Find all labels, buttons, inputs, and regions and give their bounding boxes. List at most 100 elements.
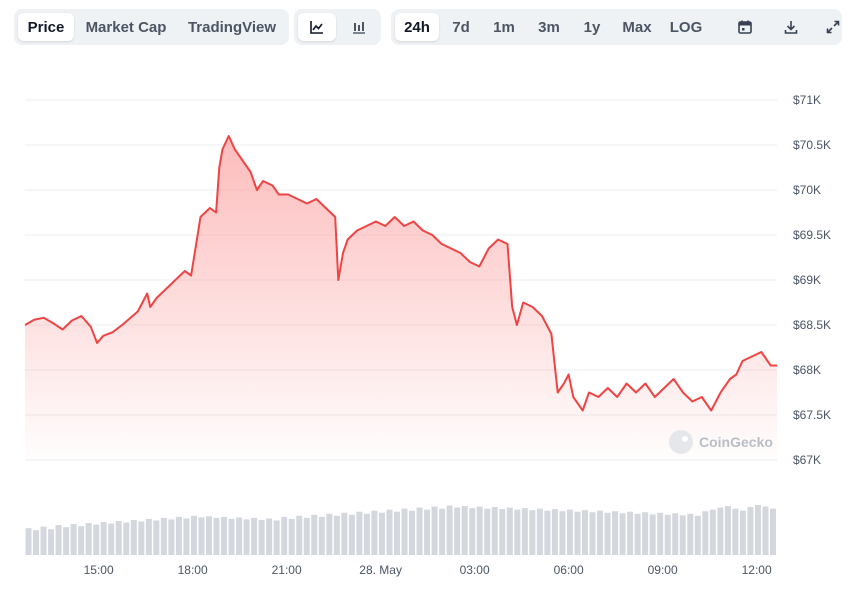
volume-bar xyxy=(769,508,776,555)
volume-bar xyxy=(559,511,566,555)
volume-bar xyxy=(115,520,122,555)
volume-bar xyxy=(491,507,498,555)
volume-bar xyxy=(130,519,137,555)
volume-bar xyxy=(85,523,92,555)
volume-bar xyxy=(70,524,77,555)
volume-bar xyxy=(168,519,175,555)
line-chart-icon xyxy=(310,21,323,34)
download-button[interactable] xyxy=(774,13,808,41)
volume-bar xyxy=(123,522,130,555)
range-1y[interactable]: 1y xyxy=(583,18,601,36)
volume-bar xyxy=(694,515,701,555)
range-1m[interactable]: 1m xyxy=(493,18,515,36)
volume-bar xyxy=(55,525,62,555)
range-7d[interactable]: 7d xyxy=(452,18,470,36)
x-tick-label: 06:00 xyxy=(554,563,584,577)
volume-bar xyxy=(574,511,581,555)
volume-bar xyxy=(604,512,611,555)
log-scale-toggle[interactable]: LOG xyxy=(669,18,703,36)
volume-bar xyxy=(544,510,551,555)
x-tick-label: 09:00 xyxy=(648,563,678,577)
volume-bar xyxy=(175,516,182,555)
tab-market-cap[interactable]: Market Cap xyxy=(85,18,167,36)
volume-bar xyxy=(581,510,588,555)
volume-bar xyxy=(551,509,558,555)
volume-bar xyxy=(649,514,656,555)
volume-bar xyxy=(514,509,521,555)
price-area-fill xyxy=(25,136,777,460)
x-tick-label: 18:00 xyxy=(178,563,208,577)
y-tick-label: $70.5K xyxy=(793,138,831,152)
tab-price[interactable]: Price xyxy=(18,13,74,41)
volume-bar xyxy=(401,508,408,555)
volume-bar xyxy=(183,518,190,555)
volume-bar xyxy=(679,515,686,555)
range-selector: 24h 7d 1m 3m 1y Max LOG xyxy=(391,9,842,45)
volume-bar xyxy=(341,512,348,555)
volume-bar xyxy=(536,508,543,555)
volume-bar xyxy=(190,515,197,555)
volume-bar xyxy=(657,512,664,555)
gecko-logo-icon xyxy=(669,430,693,454)
volume-bar xyxy=(597,510,604,555)
x-tick-label: 21:00 xyxy=(272,563,302,577)
x-axis-labels: 15:00 18:00 21:00 28. May 03:00 06:00 09:00 12:… xyxy=(84,563,772,577)
range-max[interactable]: Max xyxy=(622,18,652,36)
volume-bar xyxy=(251,517,258,555)
volume-bar xyxy=(333,515,340,555)
volume-bar xyxy=(153,520,160,555)
y-tick-label: $70K xyxy=(793,183,821,197)
volume-bar xyxy=(739,510,746,555)
volume-bar xyxy=(213,517,220,555)
volume-bar xyxy=(236,517,243,555)
volume-bar xyxy=(416,507,423,555)
y-tick-label: $68K xyxy=(793,363,821,377)
range-24h[interactable]: 24h xyxy=(395,13,439,41)
volume-bar xyxy=(499,509,506,555)
volume-bar xyxy=(266,518,273,555)
volume-bar xyxy=(311,514,318,555)
volume-bar xyxy=(732,508,739,555)
candlestick-chart-button[interactable] xyxy=(340,13,378,41)
y-tick-label: $71K xyxy=(793,93,821,107)
volume-bar xyxy=(108,523,115,555)
volume-bar xyxy=(40,526,47,555)
volume-bar xyxy=(378,512,385,555)
volume-bar xyxy=(529,510,536,555)
volume-bar xyxy=(521,508,528,555)
gecko-logo-eye xyxy=(682,436,688,442)
candlestick-chart-icon xyxy=(353,22,365,34)
volume-bar xyxy=(288,518,295,555)
volume-bar xyxy=(469,508,476,555)
coingecko-watermark: CoinGecko xyxy=(669,430,773,454)
volume-bar xyxy=(484,508,491,555)
range-3m[interactable]: 3m xyxy=(538,18,560,36)
volume-bar xyxy=(724,506,731,555)
volume-bar xyxy=(228,518,235,555)
x-tick-label: 03:00 xyxy=(460,563,490,577)
calendar-button[interactable] xyxy=(728,13,762,41)
volume-bar xyxy=(93,524,100,555)
volume-bar xyxy=(356,511,363,555)
y-tick-label: $69.5K xyxy=(793,228,831,242)
volume-bar xyxy=(221,516,228,555)
x-tick-label: 12:00 xyxy=(742,563,772,577)
volume-bar xyxy=(386,509,393,555)
volume-bars xyxy=(25,505,776,555)
tab-tradingview[interactable]: TradingView xyxy=(187,18,277,36)
volume-bar xyxy=(589,512,596,555)
y-tick-label: $68.5K xyxy=(793,318,831,332)
volume-bar xyxy=(424,509,431,555)
fullscreen-button[interactable] xyxy=(816,13,850,41)
volume-bar xyxy=(296,515,303,555)
volume-bar xyxy=(303,517,310,555)
volume-bar xyxy=(461,506,468,555)
price-line[interactable] xyxy=(24,135,777,412)
volume-bar xyxy=(393,511,400,555)
download-icon xyxy=(784,21,798,34)
line-chart-button[interactable] xyxy=(298,13,336,41)
volume-bar xyxy=(709,509,716,555)
volume-bar xyxy=(48,529,55,555)
volume-bar xyxy=(100,522,107,555)
volume-bar xyxy=(506,507,513,555)
